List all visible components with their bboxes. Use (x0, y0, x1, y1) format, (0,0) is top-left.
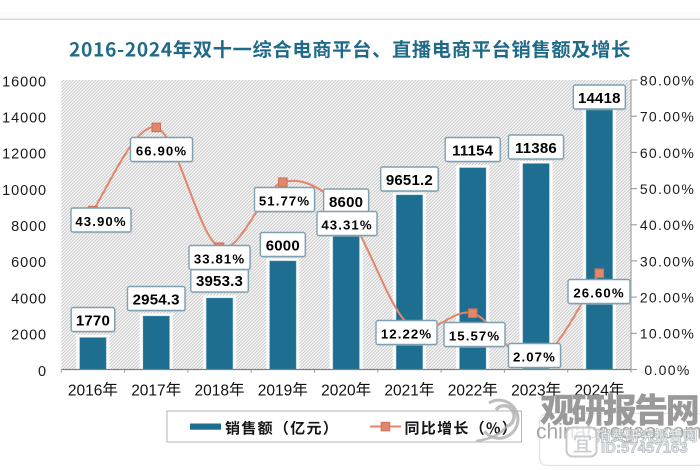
svg-text:80.00%: 80.00% (640, 72, 695, 88)
svg-text:10.00%: 10.00% (640, 326, 695, 342)
svg-text:26.60%: 26.60% (573, 286, 624, 301)
svg-text:14418: 14418 (578, 90, 621, 107)
svg-text:14000: 14000 (2, 111, 47, 127)
svg-text:2022: 2022 (448, 382, 482, 399)
svg-text:16000: 16000 (2, 74, 47, 90)
svg-text:ID:57457163: ID:57457163 (601, 440, 688, 457)
svg-text:6000: 6000 (11, 255, 47, 271)
svg-text:9651.2: 9651.2 (386, 172, 433, 189)
svg-text:50.00%: 50.00% (640, 181, 695, 197)
svg-text:4000: 4000 (11, 291, 47, 307)
svg-text:12.22%: 12.22% (381, 327, 432, 342)
svg-text:12000: 12000 (2, 147, 47, 163)
svg-text:43.90%: 43.90% (75, 214, 126, 229)
svg-text:2021: 2021 (384, 382, 418, 399)
svg-text:2023: 2023 (511, 382, 545, 399)
svg-text:33.81%: 33.81% (194, 252, 245, 267)
svg-text:8000: 8000 (11, 219, 47, 235)
svg-text:60.00%: 60.00% (640, 145, 695, 161)
svg-text:0.00%: 0.00% (644, 362, 690, 378)
svg-text:0: 0 (38, 364, 47, 380)
svg-text:51.77%: 51.77% (259, 194, 310, 209)
svg-text:10000: 10000 (2, 183, 47, 199)
svg-text:2016: 2016 (68, 382, 102, 399)
svg-text:2.07%: 2.07% (513, 350, 556, 365)
svg-text:20.00%: 20.00% (640, 290, 695, 306)
svg-text:8600: 8600 (329, 194, 363, 211)
svg-text:43.31%: 43.31% (321, 218, 372, 233)
svg-text:1770: 1770 (76, 313, 110, 330)
svg-text:2000: 2000 (11, 328, 47, 344)
svg-text:2019: 2019 (258, 382, 292, 399)
svg-text:15.57%: 15.57% (449, 329, 500, 344)
svg-text:2017: 2017 (131, 382, 165, 399)
svg-text:40.00%: 40.00% (640, 217, 695, 233)
svg-text:3953.3: 3953.3 (196, 273, 243, 290)
svg-text:11386: 11386 (515, 140, 557, 157)
svg-text:2954.3: 2954.3 (133, 292, 180, 309)
svg-text:2020: 2020 (321, 382, 356, 399)
svg-text:6000: 6000 (266, 238, 300, 255)
svg-text:11154: 11154 (452, 143, 494, 160)
svg-text:70.00%: 70.00% (640, 109, 695, 125)
svg-text:2018: 2018 (195, 382, 229, 399)
svg-text:30.00%: 30.00% (640, 253, 695, 269)
svg-text:66.90%: 66.90% (136, 144, 187, 159)
